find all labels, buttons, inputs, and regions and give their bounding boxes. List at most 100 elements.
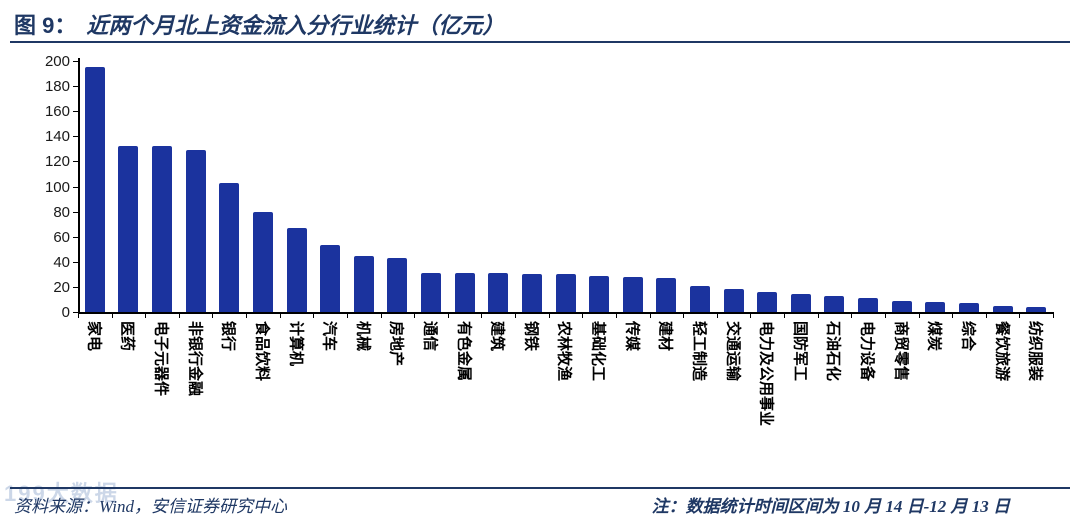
bar: [790, 294, 811, 312]
x-category-label: 银行: [212, 318, 246, 468]
x-tick-mark: [851, 312, 853, 318]
y-tick-label: 180: [44, 78, 70, 96]
x-category-label: 电力及公用事业: [750, 318, 784, 468]
bar: [421, 273, 442, 312]
x-category-label-text: 有色金属: [455, 321, 473, 382]
x-category-label: 机械: [347, 318, 381, 468]
y-tick-mark: [73, 86, 78, 88]
x-category-label-text: 轻工制造: [690, 321, 708, 382]
x-tick-mark: [615, 312, 617, 318]
bar: [925, 301, 946, 312]
y-tick-label: 100: [44, 178, 70, 196]
x-category-label: 电子元器件: [145, 318, 179, 468]
bar: [757, 291, 778, 312]
x-category-label: 石油石化: [818, 318, 852, 468]
x-tick-mark: [246, 312, 248, 318]
x-category-label-text: 农林牧渔: [555, 321, 573, 382]
bar: [1026, 306, 1047, 312]
x-tick-mark: [750, 312, 752, 318]
y-tick-label: 140: [44, 128, 70, 146]
chart-header: 图 9： 近两个月北上资金流入分行业统计（亿元）: [14, 8, 504, 40]
y-tick-mark: [73, 286, 78, 288]
x-category-label: 农林牧渔: [549, 318, 583, 468]
x-category-label-text: 交通运输: [724, 321, 742, 382]
x-tick-mark: [649, 312, 651, 318]
x-tick-mark: [548, 312, 550, 318]
x-category-label: 商贸零售: [885, 318, 919, 468]
x-tick-mark: [414, 312, 416, 318]
x-category-label-text: 机械: [354, 321, 372, 352]
x-category-label-text: 煤炭: [925, 321, 943, 352]
x-tick-mark: [111, 312, 113, 318]
x-category-label: 医药: [112, 318, 146, 468]
x-tick-mark: [716, 312, 718, 318]
x-category-label-text: 商贸零售: [892, 321, 910, 382]
bar: [84, 67, 105, 312]
watermark: 199大数据: [4, 481, 119, 506]
chart-title: 近两个月北上资金流入分行业统计（亿元）: [86, 13, 505, 38]
x-category-label-text: 家电: [85, 321, 103, 352]
y-tick-label: 0: [61, 304, 70, 321]
bar: [824, 295, 845, 312]
x-category-label-text: 银行: [219, 321, 237, 352]
x-category-label: 食品饮料: [246, 318, 280, 468]
bar: [454, 273, 475, 312]
x-tick-mark: [279, 312, 281, 318]
x-tick-mark: [918, 312, 920, 318]
x-tick-mark: [515, 312, 517, 318]
x-category-label: 电力设备: [851, 318, 885, 468]
x-category-label-text: 医药: [118, 321, 136, 352]
x-category-label: 家电: [78, 318, 112, 468]
bar: [353, 255, 374, 312]
x-category-label-text: 传媒: [623, 321, 641, 352]
x-category-label-text: 钢铁: [522, 321, 540, 352]
x-category-label-text: 餐饮旅游: [993, 321, 1011, 382]
x-tick-mark: [313, 312, 315, 318]
y-tick-label: 60: [53, 228, 70, 246]
x-tick-mark: [582, 312, 584, 318]
x-category-label-text: 石油石化: [824, 321, 842, 382]
y-tick-label: 200: [44, 53, 70, 70]
bar: [286, 227, 307, 312]
x-category-label-text: 纺织服装: [1026, 321, 1044, 382]
x-category-label: 基础化工: [582, 318, 616, 468]
bar: [118, 146, 139, 312]
bar: [622, 276, 643, 312]
bar: [152, 146, 173, 312]
y-tick-mark: [73, 236, 78, 238]
bar: [320, 245, 341, 312]
x-category-label-text: 基础化工: [589, 321, 607, 382]
bar: [723, 289, 744, 312]
x-category-label: 房地产: [381, 318, 415, 468]
x-category-label-text: 房地产: [387, 321, 405, 367]
y-tick-label: 40: [53, 253, 70, 271]
y-tick-mark: [73, 211, 78, 213]
x-category-label-text: 建材: [656, 321, 674, 352]
bar: [992, 305, 1013, 312]
bar: [589, 275, 610, 312]
y-tick-label: 120: [44, 153, 70, 171]
header-divider-line: [10, 41, 1070, 43]
x-category-label-text: 汽车: [320, 321, 338, 352]
x-category-label-text: 建筑: [488, 321, 506, 352]
bar: [488, 273, 509, 312]
x-tick-mark: [178, 312, 180, 318]
bar: [521, 274, 542, 312]
x-category-label-text: 电力及公用事业: [757, 321, 775, 427]
y-tick-label: 20: [53, 278, 70, 296]
x-category-label: 餐饮旅游: [986, 318, 1020, 468]
x-tick-mark: [447, 312, 449, 318]
footer-divider-line: [10, 487, 1070, 489]
y-tick-mark: [73, 161, 78, 163]
y-tick-mark: [73, 61, 78, 62]
x-category-label-text: 食品饮料: [253, 321, 271, 382]
x-category-label: 传媒: [616, 318, 650, 468]
x-category-label: 钢铁: [515, 318, 549, 468]
x-tick-mark: [683, 312, 685, 318]
x-category-label: 建筑: [481, 318, 515, 468]
bar: [958, 303, 979, 312]
x-category-label-text: 综合: [959, 321, 977, 352]
x-category-label-text: 通信: [421, 321, 439, 352]
x-tick-mark: [817, 312, 819, 318]
